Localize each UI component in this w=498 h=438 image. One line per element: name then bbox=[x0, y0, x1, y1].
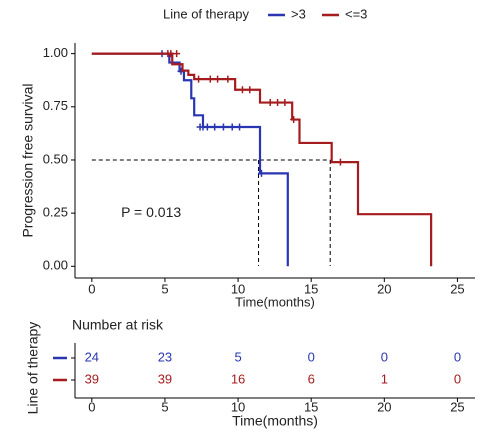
x-tick-label: 10 bbox=[231, 399, 245, 414]
risk-count: 0 bbox=[308, 349, 315, 364]
censor-mark bbox=[219, 123, 227, 131]
legend-title: Line of therapy bbox=[163, 6, 250, 21]
censor-mark bbox=[266, 99, 274, 107]
risk-count: 1 bbox=[381, 371, 388, 386]
y-axis-label: Line of therapy bbox=[25, 322, 41, 415]
x-tick-label: 15 bbox=[304, 399, 318, 414]
x-tick-label: 20 bbox=[377, 281, 391, 296]
censor-mark bbox=[206, 75, 214, 83]
x-tick-label: 5 bbox=[161, 281, 168, 296]
censor-mark bbox=[214, 75, 222, 83]
censor-mark bbox=[224, 75, 232, 83]
y-tick-label: 0.25 bbox=[43, 205, 68, 220]
y-tick-label: 0.00 bbox=[43, 258, 68, 273]
x-tick-label: 0 bbox=[88, 399, 95, 414]
survival-curve bbox=[91, 52, 289, 267]
censor-mark bbox=[246, 86, 254, 94]
censor-mark bbox=[257, 169, 265, 177]
risk-count: 6 bbox=[308, 371, 315, 386]
censor-mark bbox=[211, 123, 219, 131]
risk-count: 5 bbox=[234, 349, 241, 364]
x-tick-label: 0 bbox=[88, 281, 95, 296]
risk-count: 39 bbox=[85, 371, 99, 386]
risk-count: 16 bbox=[231, 371, 245, 386]
p-value: P = 0.013 bbox=[121, 204, 181, 220]
x-tick-label: 20 bbox=[377, 399, 391, 414]
censor-mark bbox=[228, 123, 236, 131]
risk-count: 0 bbox=[454, 349, 461, 364]
y-tick-label: 0.75 bbox=[43, 98, 68, 113]
censor-mark bbox=[290, 116, 298, 124]
censor-mark bbox=[167, 50, 175, 58]
x-tick-label: 10 bbox=[231, 281, 245, 296]
x-axis-label: Time(months) bbox=[232, 413, 318, 429]
risk-count: 0 bbox=[454, 371, 461, 386]
censor-mark bbox=[336, 158, 344, 166]
table-title: Number at risk bbox=[72, 317, 164, 333]
y-tick-label: 1.00 bbox=[43, 45, 68, 60]
censor-mark bbox=[195, 75, 203, 83]
x-tick-label: 5 bbox=[161, 399, 168, 414]
censor-mark bbox=[274, 99, 282, 107]
censor-mark bbox=[203, 123, 211, 131]
x-tick-label: 15 bbox=[304, 281, 318, 296]
risk-count: 24 bbox=[85, 349, 99, 364]
risk-count: 0 bbox=[381, 349, 388, 364]
x-tick-label: 25 bbox=[450, 281, 464, 296]
risk-count: 39 bbox=[158, 371, 172, 386]
risk-count: 23 bbox=[158, 349, 172, 364]
censor-mark bbox=[236, 123, 244, 131]
y-tick-label: 0.50 bbox=[43, 151, 68, 166]
y-axis-label: Progression free survival bbox=[20, 83, 36, 237]
censor-mark bbox=[238, 86, 246, 94]
legend-label: >3 bbox=[291, 6, 306, 21]
x-axis-label: Time(months) bbox=[235, 294, 315, 309]
legend-label: <=3 bbox=[345, 6, 367, 21]
censor-mark bbox=[281, 99, 289, 107]
censor-mark bbox=[173, 50, 181, 58]
x-tick-label: 25 bbox=[450, 399, 464, 414]
